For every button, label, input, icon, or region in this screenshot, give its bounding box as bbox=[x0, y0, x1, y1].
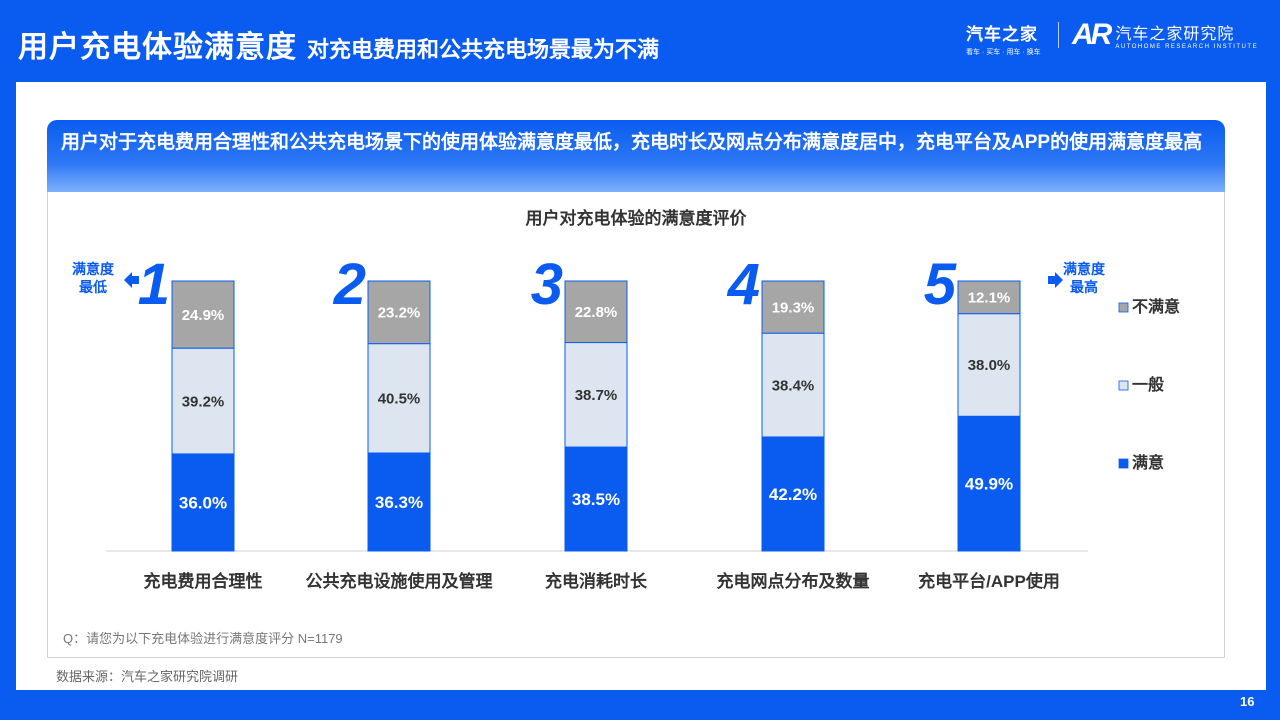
category-label-4: 充电网点分布及数量 bbox=[717, 571, 870, 591]
data-label-满意-5: 49.9% bbox=[965, 475, 1013, 494]
bar-segment-不满意-1 bbox=[171, 280, 235, 349]
rank-number-3: 3 bbox=[531, 252, 563, 317]
arrow-right-icon bbox=[1048, 272, 1063, 288]
key-finding-banner: 用户对于充电费用合理性和公共充电场景下的使用体验满意度最低，充电时长及网点分布满… bbox=[47, 120, 1225, 192]
bar-segment-不满意-3 bbox=[564, 280, 628, 344]
lowest-satisfaction-marker-line-2: 最低 bbox=[79, 279, 107, 295]
bar-segment-不满意-5 bbox=[957, 280, 1021, 315]
legend-label-满意: 满意 bbox=[1132, 453, 1164, 472]
institute-name-en: AUTOHOME RESEARCH INSTITUTE bbox=[1115, 44, 1259, 50]
bar-segment-一般-4 bbox=[761, 332, 825, 438]
bar-segment-不满意-2 bbox=[367, 280, 431, 345]
data-label-不满意-4: 19.3% bbox=[772, 299, 815, 316]
institute-mark-icon: AR bbox=[1072, 18, 1112, 51]
category-label-1: 充电费用合理性 bbox=[144, 571, 263, 591]
bar-segment-一般-2 bbox=[367, 343, 431, 454]
category-label-3: 充电消耗时长 bbox=[545, 571, 648, 591]
bar-segment-满意-3 bbox=[564, 446, 628, 552]
data-label-一般-1: 39.2% bbox=[182, 393, 225, 410]
category-label-5: 充电平台/APP使用 bbox=[918, 571, 1060, 591]
data-label-一般-2: 40.5% bbox=[378, 391, 421, 408]
logo-divider bbox=[1058, 22, 1059, 48]
data-label-满意-2: 36.3% bbox=[375, 493, 423, 512]
autohome-logo: 汽车之家 看车 · 买车 · 用车 · 换车 bbox=[966, 20, 1041, 57]
data-label-满意-3: 38.5% bbox=[572, 490, 620, 509]
bar-segment-满意-5 bbox=[957, 415, 1021, 552]
data-label-一般-5: 38.0% bbox=[968, 357, 1011, 374]
data-label-不满意-3: 22.8% bbox=[575, 304, 618, 321]
legend-swatch-一般 bbox=[1118, 380, 1129, 391]
data-label-满意-4: 42.2% bbox=[769, 485, 817, 504]
bar-segment-一般-3 bbox=[564, 342, 628, 448]
category-label-2: 公共充电设施使用及管理 bbox=[306, 571, 493, 591]
data-label-不满意-5: 12.1% bbox=[968, 290, 1011, 307]
bar-segment-一般-1 bbox=[171, 347, 235, 455]
data-source: 数据来源：汽车之家研究院调研 bbox=[56, 669, 239, 684]
autohome-logo-text: 汽车之家 bbox=[966, 25, 1038, 44]
data-label-一般-3: 38.7% bbox=[575, 387, 618, 404]
bar-segment-满意-1 bbox=[171, 453, 235, 552]
bar-segment-不满意-4 bbox=[761, 280, 825, 334]
legend-swatch-不满意 bbox=[1118, 302, 1129, 313]
page-number: 16 bbox=[1240, 694, 1255, 709]
page-title-area: 用户充电体验满意度 对充电费用和公共充电场景最为不满 bbox=[18, 22, 659, 66]
autohome-slogan: 看车 · 买车 · 用车 · 换车 bbox=[966, 49, 1041, 56]
legend-label-一般: 一般 bbox=[1132, 375, 1164, 394]
data-label-不满意-1: 24.9% bbox=[182, 307, 225, 324]
bar-segment-满意-2 bbox=[367, 452, 431, 552]
page-subtitle: 对充电费用和公共充电场景最为不满 bbox=[307, 37, 660, 62]
legend-swatch-满意 bbox=[1118, 458, 1129, 469]
rank-number-5: 5 bbox=[924, 252, 957, 317]
survey-question-note: Q：请您为以下充电体验进行满意度评分 N=1179 bbox=[63, 631, 343, 646]
institute-name: 汽车之家研究院 bbox=[1115, 26, 1235, 43]
rank-number-1: 1 bbox=[138, 252, 170, 317]
rank-number-2: 2 bbox=[333, 252, 366, 317]
data-label-不满意-2: 23.2% bbox=[378, 305, 421, 322]
arrow-left-icon bbox=[124, 272, 139, 288]
chart-frame: 用户对充电体验的满意度评价 36.0% 39.2% 24.9% 充电费用合理性 1 36.3… bbox=[47, 192, 1225, 658]
chart-title: 用户对充电体验的满意度评价 bbox=[526, 208, 748, 228]
rank-number-4: 4 bbox=[727, 252, 760, 317]
data-label-满意-1: 36.0% bbox=[179, 493, 227, 512]
highest-satisfaction-marker-line-1: 满意度 bbox=[1063, 261, 1106, 277]
lowest-satisfaction-marker-line-1: 满意度 bbox=[72, 261, 115, 277]
satisfaction-stacked-bar-chart: 用户对充电体验的满意度评价 36.0% 39.2% 24.9% 充电费用合理性 1 36.3… bbox=[72, 208, 1180, 591]
highest-satisfaction-marker-line-2: 最高 bbox=[1070, 279, 1098, 295]
data-label-一般-4: 38.4% bbox=[772, 377, 815, 394]
legend-label-不满意: 不满意 bbox=[1132, 297, 1180, 316]
page-title: 用户充电体验满意度 bbox=[18, 31, 297, 64]
institute-logo: AR 汽车之家研究院 AUTOHOME RESEARCH INSTITUTE bbox=[1072, 18, 1258, 52]
